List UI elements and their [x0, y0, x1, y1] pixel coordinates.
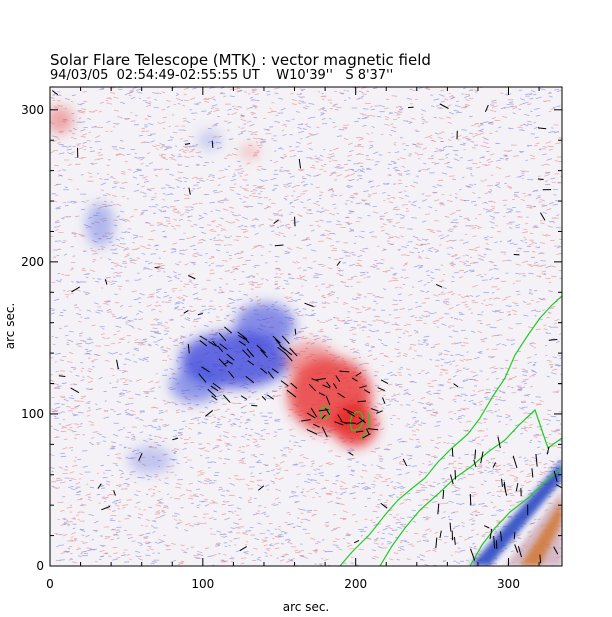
- obs-longitude: W10'39'': [276, 68, 333, 83]
- negative-polarity-region: [86, 130, 295, 474]
- obs-date: 94/03/05: [50, 68, 109, 83]
- x-tick-label: 0: [46, 577, 54, 591]
- y-tick-label: 0: [36, 559, 44, 573]
- solar-limb-band: [470, 460, 562, 566]
- plot-frame: [49, 86, 563, 567]
- obs-time-range: 02:54:49-02:55:55 UT: [116, 68, 260, 83]
- neutral-line-contour: [319, 295, 562, 566]
- tick-labels: 0 100 200 300 0 100 200 300: [21, 103, 520, 591]
- transverse-field-vectors: [51, 90, 562, 564]
- axis-ticks: [49, 87, 562, 567]
- x-tick-label: 100: [191, 577, 214, 591]
- x-axis-label: arc sec.: [283, 600, 329, 614]
- y-tick-label: 200: [21, 255, 44, 269]
- figure-subtitle: 94/03/05 02:54:49-02:55:55 UT W10'39'' S…: [50, 68, 393, 83]
- magnetogram-image: [50, 87, 562, 566]
- y-axis-label: arc sec.: [3, 303, 17, 349]
- y-tick-label: 300: [21, 103, 44, 117]
- x-tick-label: 200: [344, 577, 367, 591]
- x-tick-label: 300: [497, 577, 520, 591]
- obs-latitude: S 8'37'': [345, 68, 394, 83]
- y-tick-label: 100: [21, 407, 44, 421]
- figure-title: Solar Flare Telescope (MTK) : vector mag…: [50, 51, 431, 69]
